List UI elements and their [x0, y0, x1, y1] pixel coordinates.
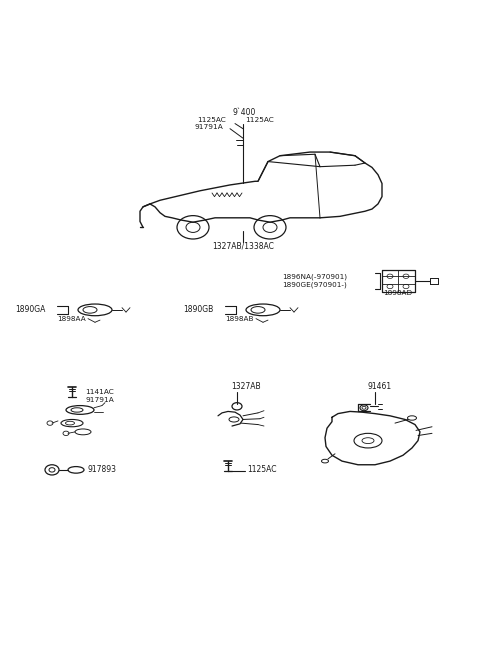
- Text: 1898AB: 1898AB: [225, 315, 253, 322]
- Text: 1327AB/1338AC: 1327AB/1338AC: [212, 241, 274, 250]
- Text: 1890GE(970901-): 1890GE(970901-): [282, 281, 347, 288]
- Text: 1141AC: 1141AC: [85, 390, 114, 396]
- Text: 1896NA(-970901): 1896NA(-970901): [282, 274, 347, 281]
- Text: 1890GB: 1890GB: [183, 305, 213, 313]
- Text: 91461: 91461: [368, 382, 392, 391]
- Text: 1898AA: 1898AA: [57, 315, 86, 322]
- Text: 1125AC: 1125AC: [247, 465, 276, 474]
- Text: 1327AB: 1327AB: [231, 382, 261, 391]
- Text: 1898AD: 1898AD: [383, 290, 412, 296]
- Text: 91791A: 91791A: [85, 397, 114, 403]
- Text: 9`400: 9`400: [232, 108, 256, 117]
- Text: 1125AC: 1125AC: [197, 117, 226, 123]
- Text: 1125AC: 1125AC: [245, 117, 274, 123]
- Text: 917893: 917893: [87, 465, 116, 474]
- Text: 91791A: 91791A: [194, 124, 223, 130]
- Text: 1890GA: 1890GA: [15, 305, 46, 313]
